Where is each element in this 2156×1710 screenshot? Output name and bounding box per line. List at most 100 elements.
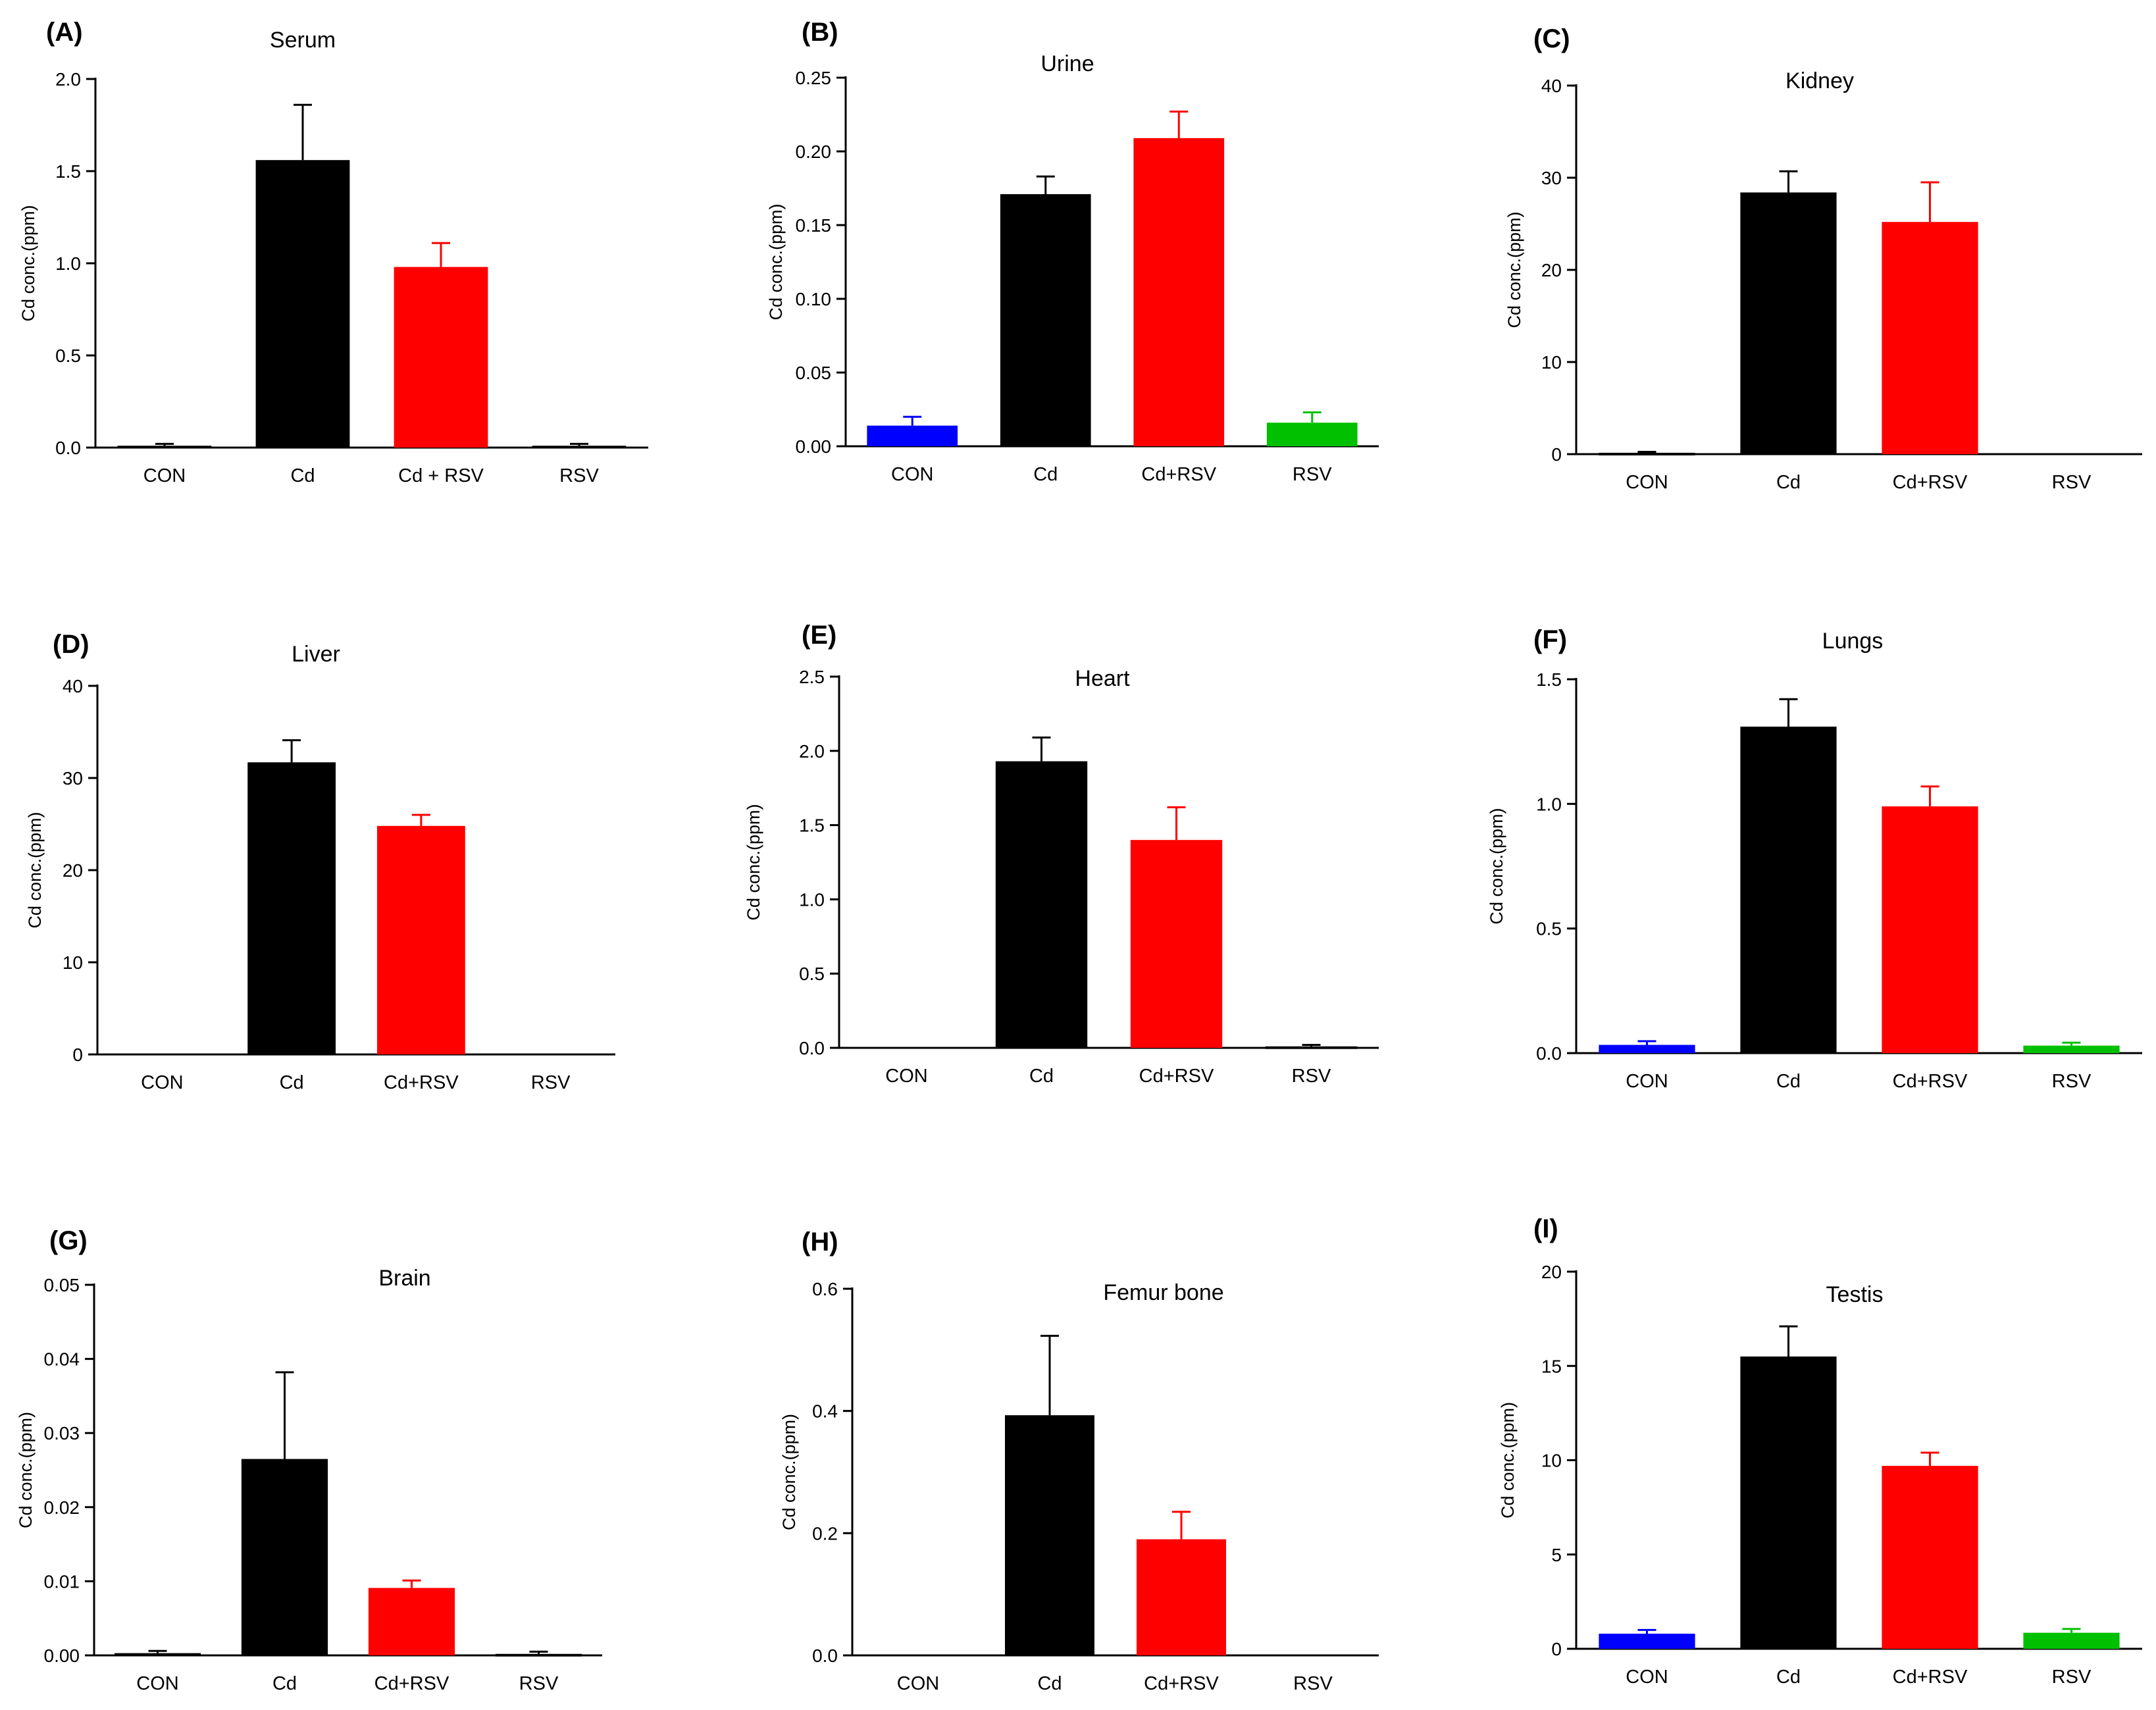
y-tick-label: 0.0 [55,438,81,458]
category-label: Cd [1029,1066,1054,1087]
chart-panel-9: (I) Testis Cd conc.(ppm) 0 5 10 15 20 CON Cd Cd+RS… [1498,1214,2142,1688]
bar-cd-rsv [1882,806,1978,1053]
category-label: CON [141,1072,183,1093]
category-label: Cd+RSV [1141,464,1216,485]
y-tick-label: 40 [1541,76,1562,96]
panel-letter: (F) [1533,625,1567,654]
y-tick-label: 1.5 [799,816,825,836]
category-label: RSV [519,1673,559,1694]
y-tick-label: 30 [63,768,83,789]
bar-cd [1000,194,1091,446]
chart-title: Femur bone [1103,1280,1223,1305]
category-label: Cd [1037,1673,1062,1694]
bar-cd-rsv [1882,222,1978,454]
category-label: CON [143,465,186,486]
category-label: RSV [1292,1066,1331,1087]
y-tick-label: 0 [1551,1639,1562,1659]
y-axis-title: Cd conc.(ppm) [779,1414,799,1530]
chart-title: Serum [270,28,336,53]
chart-panel-1: (A) Serum Cd conc.(ppm) 0.0 0.5 1.0 1.5 2.0 CON C… [18,18,648,486]
panel-letter: (A) [46,18,83,47]
y-tick-label: 20 [1541,1262,1562,1282]
y-axis-title: Cd conc.(ppm) [766,203,786,320]
category-label: Cd+RSV [1893,472,1968,493]
y-tick-label: 0.0 [1536,1043,1562,1064]
chart-panel-8: (H) Femur bone Cd conc.(ppm) 0.0 0.2 0.4 0.6 CO… [779,1228,1379,1694]
category-label: CON [885,1066,927,1087]
category-label: RSV [559,465,599,486]
bar-cd-rsv [1133,138,1225,446]
y-tick-label: 0.4 [812,1401,838,1422]
y-tick-label: 0.2 [812,1523,838,1543]
bar-con [867,425,958,446]
y-tick-label: 0.04 [44,1349,80,1370]
panel-letter: (D) [53,630,90,659]
category-label: Cd+RSV [1893,1667,1968,1688]
bar-con [117,446,212,449]
category-label: CON [1626,472,1668,493]
bar-con [1599,1634,1695,1649]
category-label: Cd + RSV [398,465,484,486]
y-tick-label: 10 [1541,1451,1562,1471]
y-axis-title: Cd conc.(ppm) [18,205,38,321]
bar-cd [247,762,336,1054]
y-tick-label: 0.25 [796,68,832,88]
y-tick-label: 0.00 [44,1645,80,1666]
y-tick-label: 5 [1551,1545,1562,1565]
y-tick-label: 0.0 [812,1645,838,1666]
bar-cd [995,761,1088,1048]
chart-panel-6: (F) Lungs Cd conc.(ppm) 0.0 0.5 1.0 1.5 CON Cd Cd… [1487,625,2142,1092]
y-axis-title: Cd conc.(ppm) [744,804,763,920]
y-tick-label: 0 [72,1045,83,1065]
y-tick-label: 0.6 [812,1279,838,1299]
chart-title: Liver [292,642,340,667]
y-tick-label: 0.0 [799,1038,825,1058]
y-tick-label: 0.5 [799,964,825,984]
bar-cd [1740,192,1837,454]
category-label: Cd+RSV [374,1673,449,1694]
chart-title: Testis [1826,1282,1884,1307]
bar-rsv [1265,1046,1358,1049]
bar-cd [1005,1415,1094,1655]
bar-cd [255,160,350,448]
category-label: Cd [272,1673,297,1694]
chart-title: Brain [378,1266,430,1291]
category-label: RSV [2052,1071,2092,1092]
chart-title: Kidney [1785,68,1854,93]
category-label: CON [1626,1667,1668,1688]
category-label: Cd [1776,1667,1801,1688]
category-label: CON [136,1673,178,1694]
panel-letter: (I) [1533,1214,1558,1243]
bar-cd-rsv [1137,1539,1226,1655]
y-axis-title: Cd conc.(ppm) [1504,211,1524,328]
y-tick-label: 0.15 [796,215,832,236]
category-label: Cd+RSV [1893,1071,1968,1092]
category-label: Cd+RSV [384,1072,459,1093]
y-tick-label: 15 [1541,1356,1562,1376]
y-tick-label: 2.5 [799,667,825,687]
bar-con [114,1653,201,1656]
y-tick-label: 20 [1541,260,1562,280]
category-label: Cd [280,1072,304,1093]
y-tick-label: 2.0 [799,741,825,762]
chart-panel-3: (C) Kidney Cd conc.(ppm) 0 10 20 30 40 CON Cd Cd+R… [1504,24,2142,493]
category-label: CON [1626,1071,1668,1092]
y-axis-title: Cd conc.(ppm) [16,1412,36,1528]
y-tick-label: 0.01 [44,1571,80,1592]
y-tick-label: 0.02 [44,1497,80,1518]
y-tick-label: 0.00 [796,436,832,457]
category-label: RSV [531,1072,571,1093]
category-label: Cd [290,465,315,486]
bar-cd-rsv [1130,840,1223,1048]
y-tick-label: 1.0 [1536,794,1562,814]
chart-title: Heart [1075,666,1130,691]
y-tick-label: 10 [63,952,83,973]
y-tick-label: 0.5 [1536,919,1562,939]
y-tick-label: 1.0 [55,253,81,274]
y-tick-label: 40 [63,676,83,696]
bar-cd-rsv [376,825,465,1054]
category-label: Cd [1776,1071,1801,1092]
bar-rsv [2023,1632,2120,1649]
category-label: RSV [1293,464,1332,485]
